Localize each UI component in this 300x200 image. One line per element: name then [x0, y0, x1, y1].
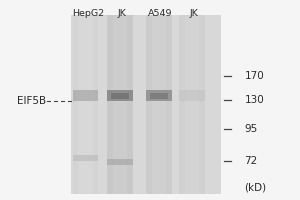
Bar: [152, 15, 166, 194]
Text: 72: 72: [244, 156, 258, 166]
Bar: [185, 15, 199, 194]
Text: 95: 95: [244, 124, 258, 134]
Bar: [146, 90, 172, 101]
Text: EIF5B: EIF5B: [17, 96, 46, 106]
Bar: [70, 15, 220, 194]
Bar: [113, 15, 127, 194]
Bar: [73, 155, 98, 161]
Bar: [107, 15, 133, 194]
Bar: [146, 15, 172, 194]
Text: 130: 130: [244, 95, 264, 105]
Bar: [73, 90, 98, 101]
Bar: [179, 90, 205, 101]
Text: JK: JK: [189, 9, 198, 18]
Text: JK: JK: [117, 9, 126, 18]
Bar: [79, 15, 92, 194]
Bar: [150, 93, 168, 99]
Text: HepG2: HepG2: [72, 9, 105, 18]
Bar: [179, 15, 205, 194]
Text: (kD): (kD): [244, 183, 267, 193]
Bar: [107, 90, 133, 101]
Text: 170: 170: [244, 71, 264, 81]
Text: A549: A549: [148, 9, 173, 18]
Bar: [107, 159, 133, 165]
Bar: [111, 93, 129, 99]
Bar: [73, 15, 98, 194]
